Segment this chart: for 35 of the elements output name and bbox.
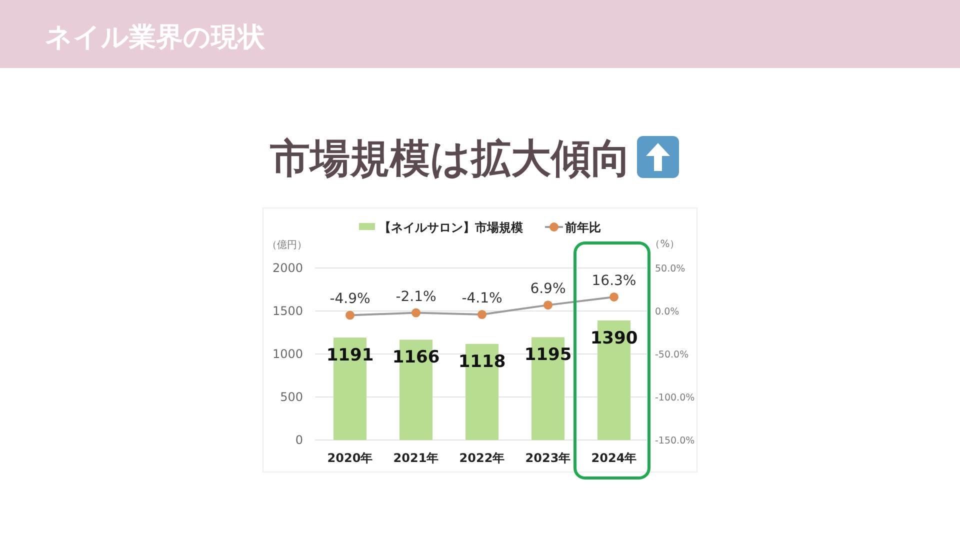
y2-tick-label: -50.0%: [655, 350, 689, 360]
y-tick-label: 1000: [272, 347, 303, 361]
data-label: 1118: [458, 352, 506, 372]
data-label: 6.9%: [530, 281, 566, 298]
data-label: -2.1%: [396, 288, 436, 305]
y-tick-label: 0: [295, 433, 303, 447]
data-label: 1390: [590, 328, 638, 348]
x-tick-label: 2020年: [327, 451, 373, 465]
y2-tick-label: 50.0%: [655, 264, 686, 274]
point: [544, 300, 552, 310]
y-tick-label: 2000: [272, 261, 303, 275]
data-label: -4.1%: [462, 290, 502, 307]
data-label: 1191: [326, 346, 374, 366]
y-tick-label: 500: [280, 390, 303, 404]
legend-label: 前年比: [564, 220, 601, 234]
y2-axis-title: （%）: [650, 239, 680, 250]
y-tick-label: 1500: [272, 304, 303, 318]
point: [412, 308, 420, 318]
data-label: 1166: [392, 348, 440, 368]
point: [610, 292, 618, 302]
y-axis-title: （億円）: [267, 239, 307, 251]
x-tick-label: 2023年: [525, 451, 571, 465]
point: [478, 310, 486, 320]
y2-tick-label: 0.0%: [655, 306, 680, 318]
point: [346, 310, 354, 320]
legend-label: 【ネイルサロン】市場規模: [379, 220, 523, 234]
chart-subtitle: 市場規模は拡大傾向: [269, 136, 631, 182]
data-label: 1195: [524, 345, 572, 366]
x-tick-label: 2024年: [591, 451, 637, 465]
y2-tick-label: -150.0%: [655, 436, 695, 446]
data-label: 16.3%: [592, 272, 636, 289]
x-tick-label: 2021年: [393, 451, 439, 465]
x-tick-label: 2022年: [459, 451, 505, 465]
y2-tick-label: -100.0%: [655, 392, 695, 404]
data-label: -4.9%: [330, 291, 370, 308]
